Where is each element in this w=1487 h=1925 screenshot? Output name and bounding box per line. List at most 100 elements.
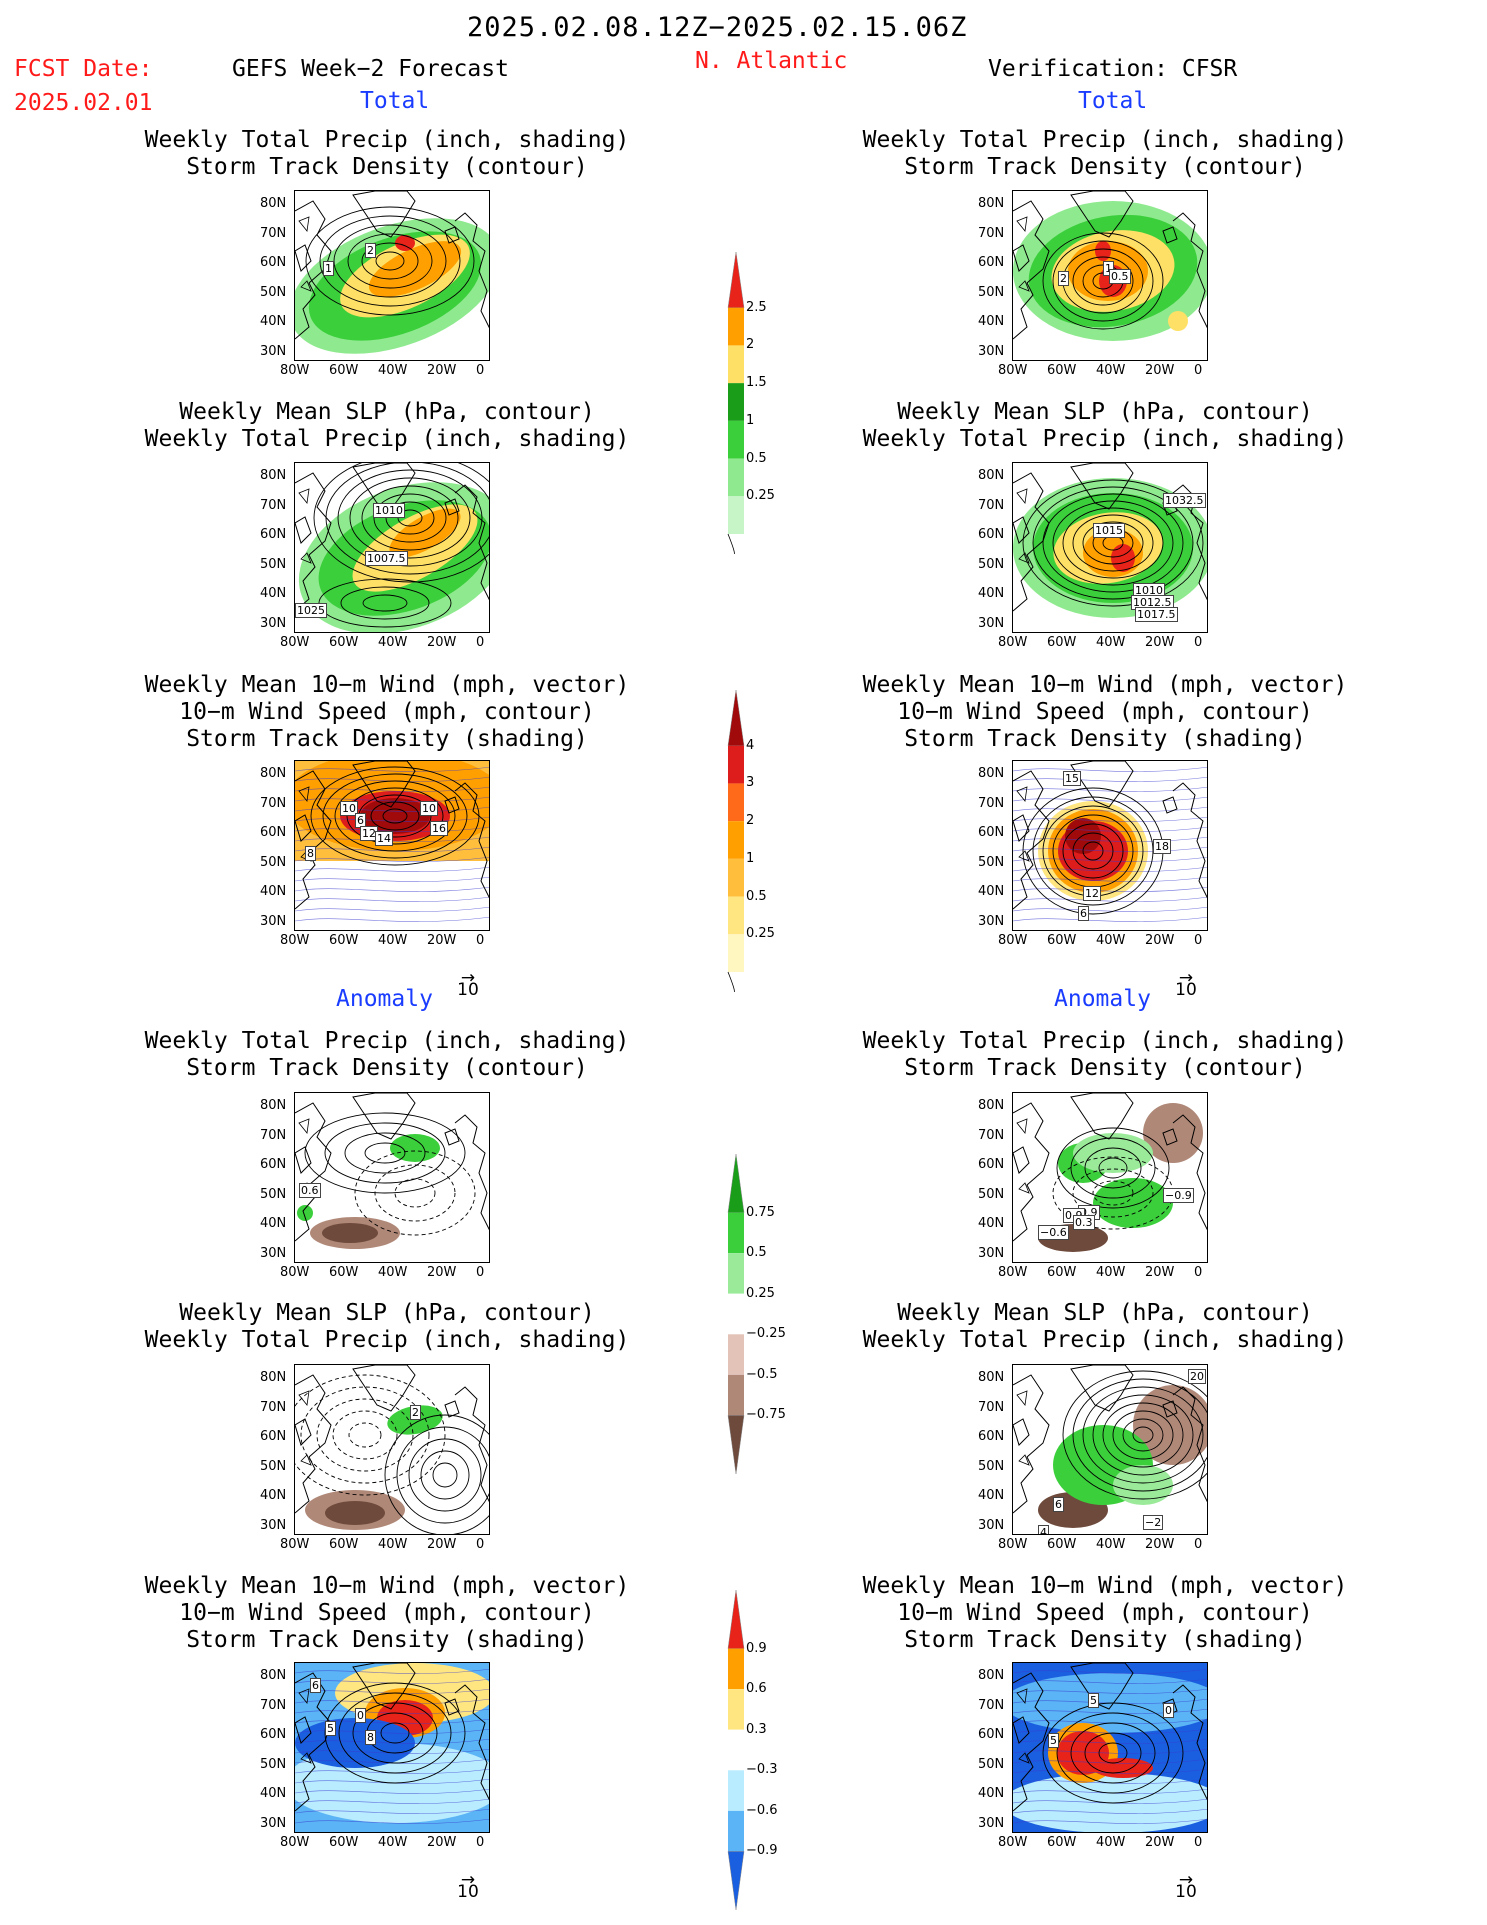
lat-tick-label: 50N — [978, 1186, 1005, 1202]
lon-tick-label: 40W — [378, 1835, 408, 1850]
fcst-date-label: FCST Date: — [14, 56, 153, 82]
contour-label: 14 — [375, 831, 393, 846]
left-column-title: GEFS Week−2 Forecast — [232, 56, 509, 82]
fcst-date-value: 2025.02.01 — [14, 90, 153, 116]
lat-tick-label: 50N — [260, 1186, 287, 1202]
map-panel-track: 10 6 10 12 14 16 8 — [294, 760, 490, 931]
lon-tick-label: 0 — [476, 1537, 485, 1552]
lat-tick-label: 60N — [978, 1157, 1005, 1172]
colorbar-tick-label: 0.25 — [746, 926, 775, 942]
colorbar-tick-label: 0.5 — [746, 1245, 767, 1261]
map-panel-anom-track: 5 6 8 0 — [294, 1662, 490, 1833]
lat-tick-label: 70N — [978, 225, 1005, 241]
lon-tick-label: 20W — [1145, 363, 1175, 378]
map-panel-track-obs: 15 18 12 6 — [1012, 760, 1208, 931]
contour-label: 8 — [365, 1730, 376, 1745]
lon-tick-label: 0 — [476, 933, 485, 948]
lon-tick-label: 0 — [476, 1265, 485, 1280]
right-column-title: Verification: CFSR — [988, 56, 1238, 82]
panel-title: Weekly Mean 10−m Wind (mph, vector) 10−m … — [144, 1573, 630, 1653]
lat-tick-label: 80N — [978, 1098, 1005, 1113]
lat-tick-label: 70N — [978, 1127, 1005, 1143]
lon-tick-label: 60W — [329, 635, 359, 650]
colorbar-tick-label: 0.5 — [746, 450, 767, 466]
lon-tick-label: 60W — [1047, 1835, 1077, 1850]
lon-tick-label: 20W — [427, 1537, 457, 1552]
lat-tick-label: 60N — [978, 255, 1005, 270]
lon-tick-label: 0 — [1194, 1537, 1203, 1552]
contour-label: 0 — [355, 1708, 366, 1723]
lon-tick-label: 0 — [1194, 1835, 1203, 1850]
contour-label: 1010 — [373, 503, 405, 518]
lon-tick-label: 20W — [427, 635, 457, 650]
lat-tick-label: 70N — [260, 1127, 287, 1143]
lat-tick-label: 70N — [260, 795, 287, 811]
contour-label: 0.3 — [1073, 1215, 1095, 1230]
colorbar-tick-label: 1 — [746, 850, 755, 866]
lon-tick-label: 60W — [1047, 363, 1077, 378]
lon-tick-label: 40W — [378, 1537, 408, 1552]
lat-tick-label: 30N — [978, 343, 1005, 359]
lon-tick-label: 80W — [280, 1265, 310, 1280]
lon-tick-label: 80W — [280, 635, 310, 650]
lat-tick-label: 80N — [260, 1668, 287, 1683]
lat-tick-label: 50N — [260, 284, 287, 300]
colorbar-tick-label: −0.9 — [746, 1843, 778, 1859]
lon-tick-label: 60W — [1047, 1265, 1077, 1280]
panel-title: Weekly Mean 10−m Wind (mph, vector) 10−m … — [144, 672, 630, 752]
lon-tick-label: 60W — [329, 933, 359, 948]
lat-tick-label: 70N — [260, 497, 287, 513]
lat-tick-label: 60N — [260, 1429, 287, 1444]
contour-label: 16 — [430, 821, 448, 836]
lon-tick-label: 0 — [476, 635, 485, 650]
colorbar-tick-label: −0.25 — [746, 1326, 786, 1342]
contour-label: 0.5 — [1109, 269, 1131, 284]
colorbar-precip_total — [727, 251, 745, 554]
lat-tick-label: 40N — [978, 1216, 1005, 1231]
lat-tick-label: 30N — [260, 1517, 287, 1533]
lon-tick-label: 80W — [280, 1537, 310, 1552]
lat-tick-label: 70N — [260, 1399, 287, 1415]
lat-tick-label: 40N — [978, 884, 1005, 899]
lat-tick-label: 60N — [260, 255, 287, 270]
lon-tick-label: 20W — [1145, 933, 1175, 948]
lat-tick-label: 40N — [260, 1488, 287, 1503]
lon-tick-label: 60W — [329, 363, 359, 378]
lat-tick-label: 40N — [978, 314, 1005, 329]
colorbar-tick-label: 2 — [746, 813, 755, 829]
lat-tick-label: 60N — [260, 1727, 287, 1742]
lon-tick-label: 20W — [427, 1265, 457, 1280]
vector-ref-right-1: → 10 — [1175, 968, 1197, 1000]
lon-tick-label: 20W — [1145, 635, 1175, 650]
lat-tick-label: 30N — [978, 615, 1005, 631]
panel-title: Weekly Mean 10−m Wind (mph, vector) 10−m … — [862, 672, 1348, 752]
contour-label: 2 — [1058, 271, 1069, 286]
lat-tick-label: 40N — [978, 586, 1005, 601]
colorbar-tick-label: −0.5 — [746, 1366, 778, 1382]
lon-tick-label: 0 — [476, 363, 485, 378]
contour-label: 12 — [360, 826, 378, 841]
contour-label: 1010 — [1133, 583, 1165, 598]
contour-label: −2 — [1143, 1515, 1164, 1530]
map-panel-slp: 1010 1007.5 1025 — [294, 462, 490, 633]
colorbar-tick-label: 3 — [746, 775, 755, 791]
lat-tick-label: 70N — [978, 497, 1005, 513]
lat-tick-label: 30N — [260, 1245, 287, 1261]
map-panel-anom-slp-obs: 20 6 4 −2 — [1012, 1364, 1208, 1535]
lon-tick-label: 40W — [378, 363, 408, 378]
contour-label: 1007.5 — [365, 551, 408, 566]
colorbar-tick-label: 0.3 — [746, 1721, 767, 1737]
lat-tick-label: 60N — [260, 1157, 287, 1172]
colorbar-tick-label: 0.25 — [746, 1285, 775, 1301]
lat-tick-label: 70N — [978, 1697, 1005, 1713]
lat-tick-label: 80N — [978, 196, 1005, 211]
lat-tick-label: 70N — [260, 1697, 287, 1713]
lat-tick-label: 80N — [978, 468, 1005, 483]
region-title: N. Atlantic — [695, 48, 848, 74]
lat-tick-label: 40N — [260, 1786, 287, 1801]
lon-tick-label: 40W — [378, 1265, 408, 1280]
lat-tick-label: 30N — [260, 1815, 287, 1831]
contour-label: 15 — [1063, 771, 1081, 786]
lon-tick-label: 20W — [1145, 1537, 1175, 1552]
map-panel-precip-obs: 120.5 — [1012, 190, 1208, 361]
